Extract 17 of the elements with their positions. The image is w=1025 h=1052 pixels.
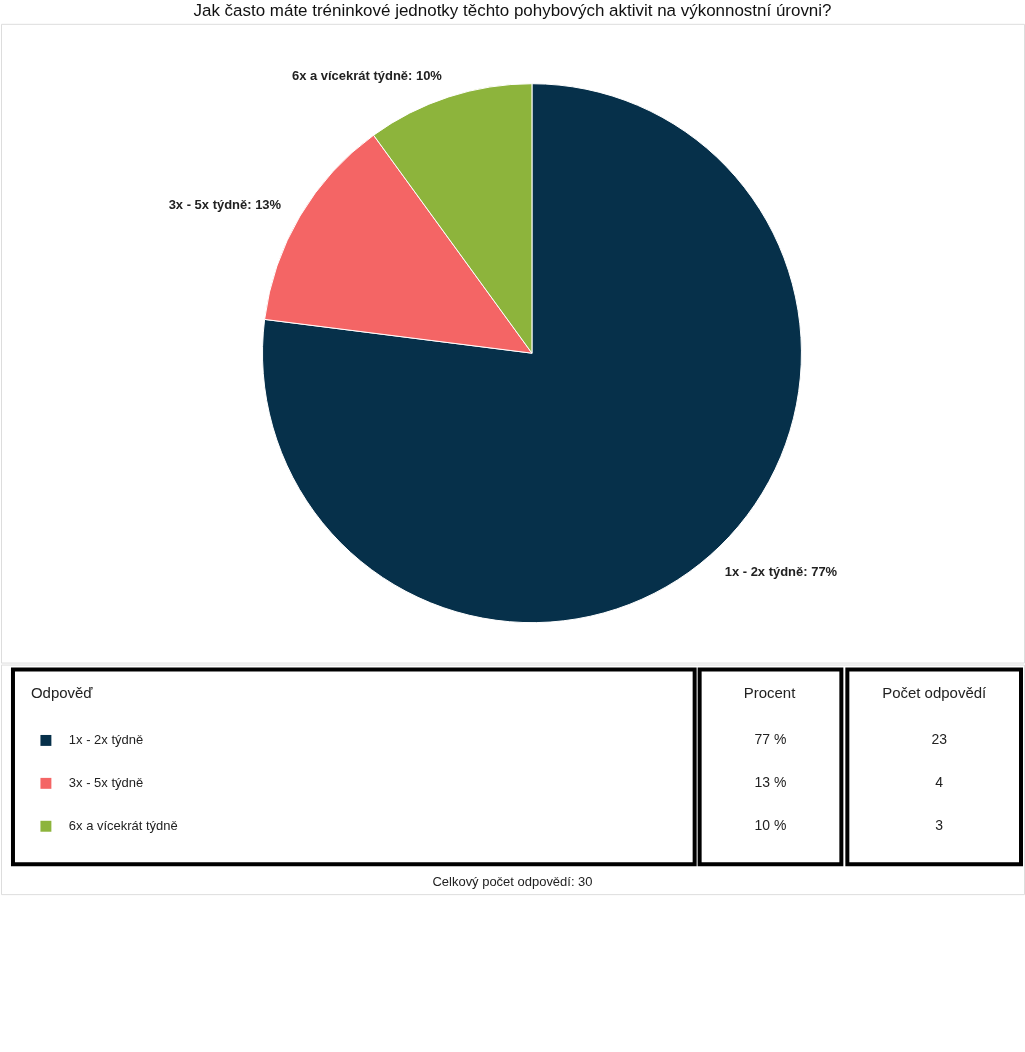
data-label: 3x - 5x týdně: 13% [168, 196, 282, 212]
text: Celkový počet odpovědí: 30 [432, 874, 593, 890]
text: 4 [935, 774, 944, 791]
data-label: 6x a vícekrát týdně: 10% [291, 68, 443, 84]
data-label: 1x - 2x týdně: 77% [724, 563, 838, 579]
legend-label: 1x - 2x týdně [68, 732, 144, 748]
text: Odpověď [30, 683, 94, 701]
chart-title: Jak často máte tréninkové jednotky těchto pohybových aktivit na výkonnostní úrovni? [193, 0, 832, 20]
legend-label: 6x a vícekrát týdně [68, 818, 178, 834]
text: Procent [743, 683, 797, 701]
text: 77 % [754, 731, 787, 748]
text: 10 % [754, 817, 787, 834]
text: Počet odpovědí [882, 683, 988, 701]
text: 3 [935, 817, 944, 834]
text: 13 % [754, 774, 787, 791]
legend-label: 3x - 5x týdně [68, 775, 144, 791]
text: 23 [931, 731, 948, 748]
